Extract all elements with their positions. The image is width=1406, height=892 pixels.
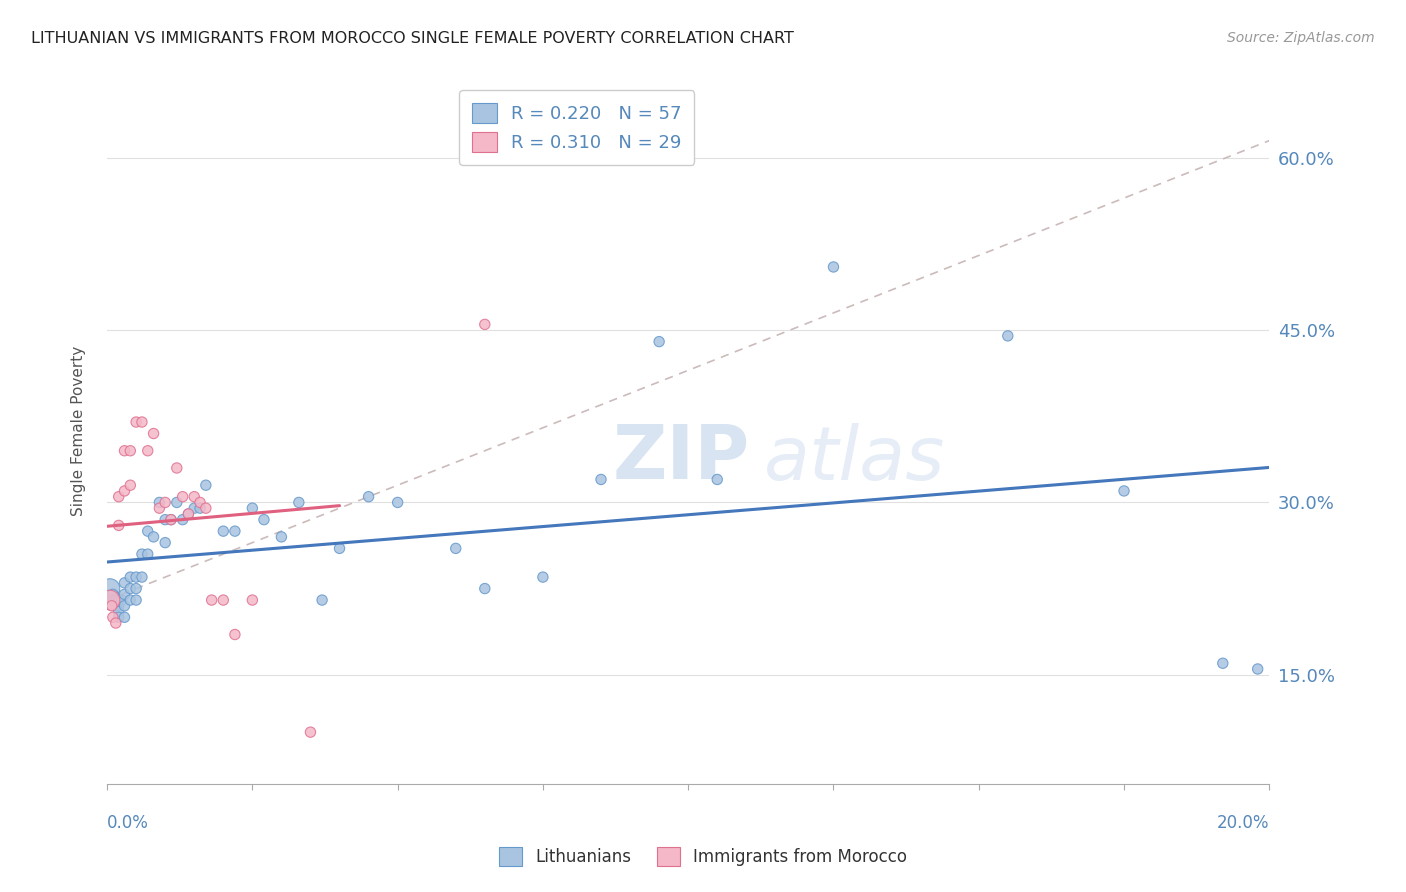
Point — [997, 329, 1019, 343]
Point — [107, 518, 129, 533]
Point — [706, 473, 728, 487]
Point — [104, 615, 127, 630]
Point — [107, 593, 129, 607]
Point — [104, 599, 127, 613]
Point — [120, 593, 142, 607]
Text: atlas: atlas — [763, 423, 945, 495]
Point — [136, 547, 159, 561]
Point — [177, 507, 200, 521]
Text: 20.0%: 20.0% — [1216, 814, 1270, 832]
Point — [224, 524, 246, 538]
Point — [125, 415, 148, 429]
Point — [240, 501, 263, 516]
Point — [387, 495, 409, 509]
Text: LITHUANIAN VS IMMIGRANTS FROM MOROCCO SINGLE FEMALE POVERTY CORRELATION CHART: LITHUANIAN VS IMMIGRANTS FROM MOROCCO SI… — [31, 31, 794, 46]
Point — [160, 513, 183, 527]
Point — [100, 593, 122, 607]
Point — [100, 599, 122, 613]
Point — [136, 443, 159, 458]
Point — [114, 587, 136, 601]
Point — [125, 582, 148, 596]
Point — [153, 495, 176, 509]
Point — [357, 490, 380, 504]
Point — [131, 570, 153, 584]
Point — [107, 490, 129, 504]
Point — [125, 570, 148, 584]
Point — [253, 513, 276, 527]
Point — [172, 490, 194, 504]
Text: Source: ZipAtlas.com: Source: ZipAtlas.com — [1227, 31, 1375, 45]
Point — [98, 582, 121, 596]
Point — [240, 593, 263, 607]
Point — [101, 587, 124, 601]
Text: ZIP: ZIP — [613, 423, 749, 495]
Point — [177, 507, 200, 521]
Point — [142, 530, 165, 544]
Point — [194, 501, 217, 516]
Point — [153, 535, 176, 549]
Point — [212, 593, 235, 607]
Point — [270, 530, 292, 544]
Point — [110, 593, 132, 607]
Point — [107, 605, 129, 619]
Point — [183, 490, 205, 504]
Point — [1212, 657, 1234, 671]
Y-axis label: Single Female Poverty: Single Female Poverty — [72, 345, 86, 516]
Point — [101, 593, 124, 607]
Point — [114, 443, 136, 458]
Point — [823, 260, 845, 274]
Point — [125, 593, 148, 607]
Point — [160, 513, 183, 527]
Point — [114, 599, 136, 613]
Point — [98, 593, 121, 607]
Point — [148, 495, 170, 509]
Point — [120, 570, 142, 584]
Point — [153, 513, 176, 527]
Point — [104, 593, 127, 607]
Text: 0.0%: 0.0% — [107, 814, 149, 832]
Point — [131, 415, 153, 429]
Point — [444, 541, 467, 556]
Point — [1247, 662, 1270, 676]
Point — [166, 461, 188, 475]
Point — [328, 541, 350, 556]
Point — [648, 334, 671, 349]
Point — [142, 426, 165, 441]
Point — [311, 593, 333, 607]
Point — [114, 610, 136, 624]
Point — [589, 473, 612, 487]
Point — [183, 501, 205, 516]
Point — [212, 524, 235, 538]
Point — [107, 610, 129, 624]
Point — [131, 547, 153, 561]
Point — [101, 610, 124, 624]
Point — [194, 478, 217, 492]
Point — [288, 495, 311, 509]
Point — [120, 443, 142, 458]
Point — [201, 593, 224, 607]
Point — [107, 599, 129, 613]
Point — [474, 318, 496, 332]
Point — [166, 495, 188, 509]
Legend: R = 0.220   N = 57, R = 0.310   N = 29: R = 0.220 N = 57, R = 0.310 N = 29 — [458, 90, 695, 165]
Point — [474, 582, 496, 596]
Point — [299, 725, 322, 739]
Point — [172, 513, 194, 527]
Point — [1112, 483, 1135, 498]
Point — [136, 524, 159, 538]
Point — [114, 575, 136, 590]
Point — [188, 495, 211, 509]
Point — [148, 501, 170, 516]
Point — [120, 478, 142, 492]
Legend: Lithuanians, Immigrants from Morocco: Lithuanians, Immigrants from Morocco — [491, 838, 915, 875]
Point — [224, 627, 246, 641]
Point — [188, 501, 211, 516]
Point — [114, 483, 136, 498]
Point — [120, 582, 142, 596]
Point — [531, 570, 554, 584]
